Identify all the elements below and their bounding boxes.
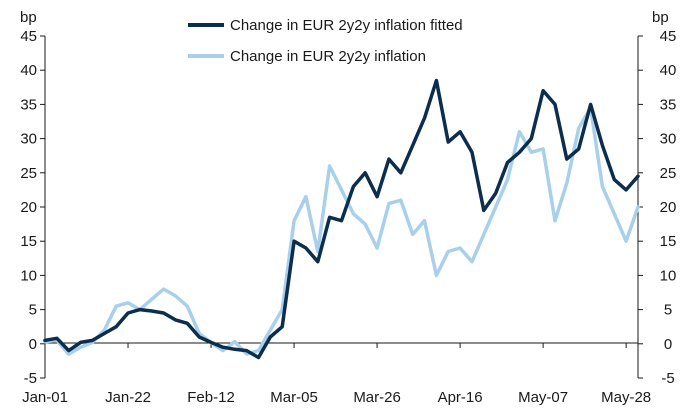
left-tick-group: -5 0 5 10 15 20 25 30 35 40 45	[20, 28, 45, 387]
right-tick-label: 5	[664, 302, 672, 319]
right-tick-label: 20	[660, 199, 677, 216]
right-tick-group: -5 0 5 10 15 20 25 30 35 40 45	[638, 28, 676, 387]
left-tick-label: 0	[29, 336, 37, 353]
left-tick-label: 35	[20, 96, 37, 113]
left-tick-label: 15	[20, 233, 37, 250]
right-tick-label: 35	[660, 96, 677, 113]
left-tick-label: -5	[24, 370, 37, 387]
series-layer	[43, 78, 640, 360]
left-tick-label: 5	[29, 302, 37, 319]
legend-label: Change in EUR 2y2y inflation fitted	[230, 17, 463, 34]
right-tick-label: 0	[664, 336, 672, 353]
right-tick-label: 40	[660, 62, 677, 79]
x-tick-label: Feb-12	[187, 389, 235, 406]
right-tick-label: 15	[660, 233, 677, 250]
y-axis-right-unit: bp	[652, 9, 669, 26]
x-tick-label: Apr-16	[438, 389, 483, 406]
right-tick-label: 10	[660, 267, 677, 284]
x-tick-label: Mar-26	[353, 389, 401, 406]
series-line-actual	[43, 106, 640, 356]
x-tick-label: Mar-05	[270, 389, 318, 406]
legend-label: Change in EUR 2y2y inflation	[230, 48, 426, 65]
left-tick-label: 25	[20, 165, 37, 182]
left-tick-label: 10	[20, 267, 37, 284]
left-tick-label: 40	[20, 62, 37, 79]
y-axis-left-unit: bp	[20, 9, 37, 26]
x-tick-label: May-28	[601, 389, 651, 406]
legend: Change in EUR 2y2y inflation fitted Chang…	[188, 17, 463, 65]
x-tick-group: Jan-01 Jan-22 Feb-12 Mar-05 Mar-26 Apr-16 May-…	[22, 343, 651, 406]
right-tick-label: 25	[660, 165, 677, 182]
left-tick-label: 20	[20, 199, 37, 216]
right-tick-label: 30	[660, 131, 677, 148]
right-tick-label: -5	[661, 370, 674, 387]
series-line-fitted	[43, 78, 640, 360]
x-tick-label: May-07	[518, 389, 568, 406]
x-tick-label: Jan-22	[105, 389, 151, 406]
right-tick-label: 45	[660, 28, 677, 45]
left-tick-label: 30	[20, 131, 37, 148]
x-tick-label: Jan-01	[22, 389, 68, 406]
left-tick-label: 45	[20, 28, 37, 45]
